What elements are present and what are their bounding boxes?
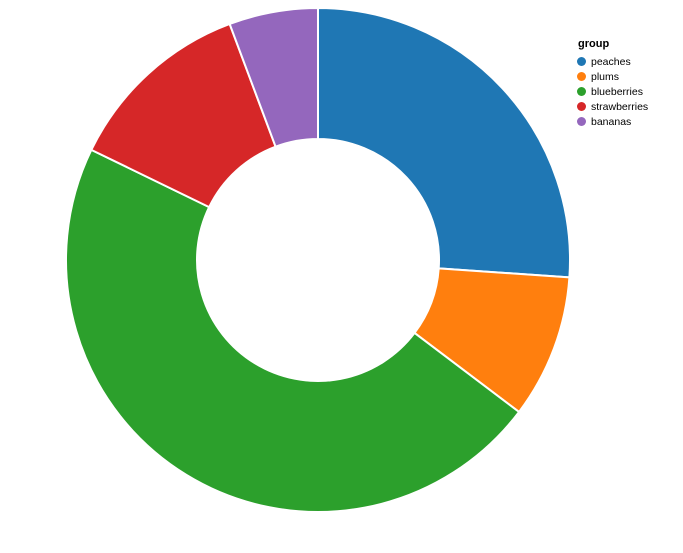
legend-item: plums [577,69,681,84]
legend-title: group [578,38,610,50]
donut-slice-peaches [317,7,571,279]
chart-legend: group peaches plums blueberries strawber… [577,38,681,129]
legend-swatch-peaches [577,57,586,66]
legend-label-peaches: peaches [591,55,631,68]
legend-swatch-strawberries [577,102,586,111]
legend-swatch-plums [577,72,586,81]
donut-slice-blueberries [65,148,521,513]
legend-label-strawberries: strawberries [591,100,649,113]
legend-item: blueberries [577,84,681,99]
legend-item: bananas [577,114,681,129]
legend-label-bananas: bananas [591,115,632,128]
donut-slice-bananas [228,7,319,148]
legend-item: peaches [577,54,681,69]
legend-item: strawberries [577,99,681,114]
legend-label-blueberries: blueberries [591,85,643,98]
legend-swatch-bananas [577,117,586,126]
legend-swatch-blueberries [577,87,586,96]
legend-label-plums: plums [591,70,620,83]
